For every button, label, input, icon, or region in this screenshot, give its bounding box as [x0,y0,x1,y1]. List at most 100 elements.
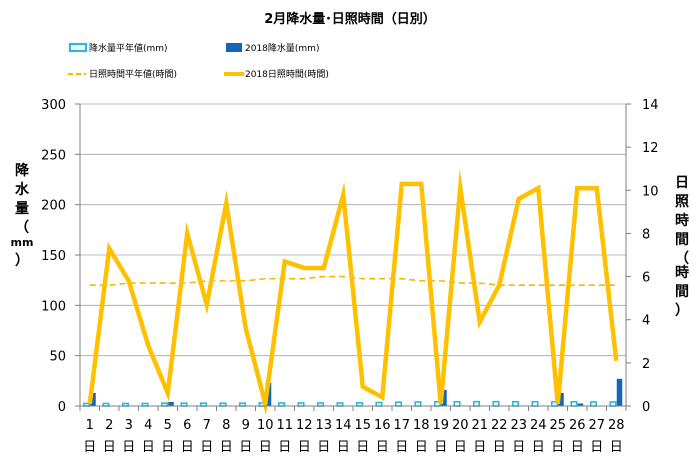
rain-avg-bar [531,400,539,407]
x-tick-suffix: 日 [532,440,545,455]
y-axis-left-title: 降水量 （mm ） [11,162,34,269]
x-tick-label: 25 [549,418,566,433]
x-tick-suffix: 日 [239,440,252,455]
x-tick-label: 15 [354,418,371,433]
x-tick-label: 3 [125,418,133,433]
x-tick-label: 10 [257,418,274,433]
axes [75,103,631,411]
x-tick-suffix: 日 [493,440,506,455]
x-tick-suffix: 日 [220,440,233,455]
y-left-tick-label: 300 [41,98,66,113]
rain-2018-bar [577,403,584,406]
x-tick-suffix: 日 [473,440,486,455]
y-right-title-char: 間 [675,284,689,300]
x-tick-label: 22 [491,418,508,433]
x-tick-suffix: 日 [376,440,389,455]
y-right-title-char: ） [675,303,689,319]
y-right-tick-label: 14 [642,98,659,113]
x-tick-label: 5 [164,418,172,433]
rain-avg-bar [453,400,461,407]
x-tick-suffix: 日 [610,440,623,455]
x-tick-label: 26 [569,418,586,433]
x-tick-label: 7 [203,418,211,433]
legend-rain-2018-label: 2018降水量(mm) [245,42,319,54]
y-left-tick-label: 50 [49,350,66,365]
x-tick-suffix: 日 [317,440,330,455]
y-axis-right-title: 日照時間（時間） [675,175,689,319]
legend-rain-2018-swatch [226,43,242,52]
x-tick-suffix: 日 [278,440,291,455]
x-tick-label: 20 [452,418,469,433]
rain-avg-bar [570,400,578,407]
x-tick-suffix: 日 [571,440,584,455]
x-tick-suffix: 日 [337,440,350,455]
x-tick-label: 13 [315,418,332,433]
y-right-tick-label: 4 [642,314,650,329]
x-tick-suffix: 日 [181,440,194,455]
legend-rain-avg-swatch [68,42,88,53]
y-axis-left: 0 50 100 150 200 250 300 [41,98,66,415]
chart-title: 2月降水量･日照時間（日別） [264,11,436,27]
y-right-tick-label: 0 [642,400,650,415]
rain-2018-bar [616,378,623,406]
x-tick-suffix: 日 [83,440,96,455]
y-left-title-char: ） [15,253,29,269]
x-tick-label: 11 [276,418,293,433]
x-tick-label: 2 [105,418,113,433]
x-tick-suffix: 日 [356,440,369,455]
x-tick-label: 14 [335,418,352,433]
y-left-title-char: 降 [15,162,30,179]
x-tick-suffix: 日 [103,440,116,455]
x-tick-suffix: 日 [512,440,525,455]
y-left-tick-label: 250 [41,148,66,163]
y-axis-right: 0 2 4 6 8 10 12 14 [642,98,659,415]
x-tick-label: 21 [471,418,488,433]
rain-2018-bar [441,389,447,406]
rain-avg-bar [394,401,403,407]
y-right-title-char: 間 [675,232,689,248]
x-tick-label: 6 [183,418,191,433]
y-right-title-char: （ [675,251,689,267]
x-tick-label: 8 [222,418,230,433]
rain-avg-bar [511,400,520,407]
x-tick-suffix: 日 [259,440,272,455]
x-tick-suffix: 日 [415,440,428,455]
x-tick-label: 9 [242,418,250,433]
x-axis-labels: 1日2日3日4日5日6日7日8日9日10日11日12日13日14日15日16日1… [83,418,624,455]
rain-avg-bar [589,401,598,407]
x-tick-suffix: 日 [161,440,174,455]
rain-avg-bar [609,401,617,407]
x-tick-label: 18 [413,418,430,433]
y-right-tick-label: 10 [642,184,659,199]
sunshine-lines [87,168,619,416]
y-left-tick-label: 200 [41,199,66,214]
legend-sun-avg-label: 日照時間平年値(時間) [89,68,177,80]
x-tick-suffix: 日 [200,440,213,455]
y-left-tick-label: 150 [41,249,66,264]
y-right-title-char: 照 [675,194,689,210]
y-right-title-char: 日 [675,175,689,191]
x-tick-label: 28 [608,418,625,433]
y-right-tick-label: 2 [642,357,650,372]
y-right-tick-label: 12 [642,141,659,156]
x-tick-label: 23 [510,418,527,433]
y-left-title-char: 水 [15,181,30,198]
legend: 降水量平年値(mm) 2018降水量(mm) 日照時間平年値(時間) 2018日… [68,42,329,80]
x-tick-label: 17 [393,418,410,433]
legend-sun-2018-label: 2018日照時間(時間) [245,69,329,80]
rain-2018-bar [558,392,564,406]
y-right-title-char: 時 [675,264,689,281]
rain-2018-bar [168,401,174,406]
x-tick-suffix: 日 [395,440,408,455]
y-left-title-char: （ [15,220,29,236]
x-tick-label: 27 [588,418,605,433]
x-tick-label: 19 [432,418,449,433]
y-left-title-char: 量 [15,201,29,217]
rain-avg-bar [414,401,422,407]
y-right-tick-label: 8 [642,227,650,242]
x-tick-label: 1 [86,418,94,433]
x-tick-label: 12 [296,418,313,433]
x-tick-label: 24 [530,418,547,433]
rain-avg-bars [82,400,617,407]
